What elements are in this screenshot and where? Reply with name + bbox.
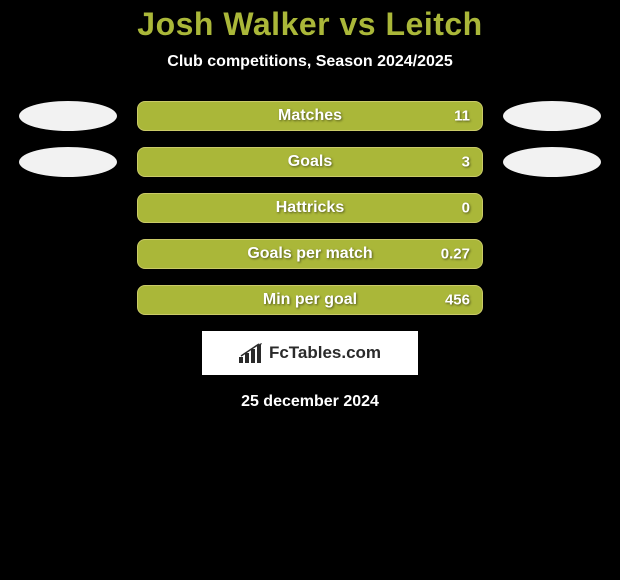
stat-value: 0.27	[441, 246, 470, 263]
stat-rows: Matches 11 Goals 3 Hattricks 0 Goals per match…	[0, 101, 620, 315]
stat-label: Goals	[288, 153, 332, 171]
right-oval	[503, 147, 601, 177]
stat-label: Hattricks	[276, 199, 344, 217]
right-spacer	[503, 285, 601, 315]
subtitle: Club competitions, Season 2024/2025	[0, 53, 620, 71]
stat-value: 456	[445, 292, 470, 309]
stat-row: Min per goal 456	[0, 285, 620, 315]
stat-bar: Hattricks 0	[137, 193, 483, 223]
stat-value: 11	[454, 108, 470, 125]
comparison-widget: Josh Walker vs Leitch Club competitions,…	[0, 0, 620, 411]
page-title: Josh Walker vs Leitch	[0, 6, 620, 43]
stat-row: Matches 11	[0, 101, 620, 131]
left-oval	[19, 101, 117, 131]
left-oval	[19, 147, 117, 177]
left-spacer	[19, 285, 117, 315]
right-spacer	[503, 239, 601, 269]
brand-inner: FcTables.com	[239, 343, 381, 363]
stat-row: Goals per match 0.27	[0, 239, 620, 269]
stat-label: Matches	[278, 107, 342, 125]
stat-bar: Min per goal 456	[137, 285, 483, 315]
stat-row: Hattricks 0	[0, 193, 620, 223]
stat-label: Goals per match	[247, 245, 372, 263]
stat-value: 0	[462, 200, 470, 217]
brand-text: FcTables.com	[269, 343, 381, 363]
bars-trend-icon	[239, 343, 263, 363]
stat-row: Goals 3	[0, 147, 620, 177]
footer-date: 25 december 2024	[0, 393, 620, 411]
stat-bar: Goals per match 0.27	[137, 239, 483, 269]
left-spacer	[19, 193, 117, 223]
left-spacer	[19, 239, 117, 269]
right-oval	[503, 101, 601, 131]
stat-value: 3	[462, 154, 470, 171]
stat-label: Min per goal	[263, 291, 357, 309]
right-spacer	[503, 193, 601, 223]
stat-bar: Matches 11	[137, 101, 483, 131]
stat-bar: Goals 3	[137, 147, 483, 177]
brand-box: FcTables.com	[202, 331, 418, 375]
